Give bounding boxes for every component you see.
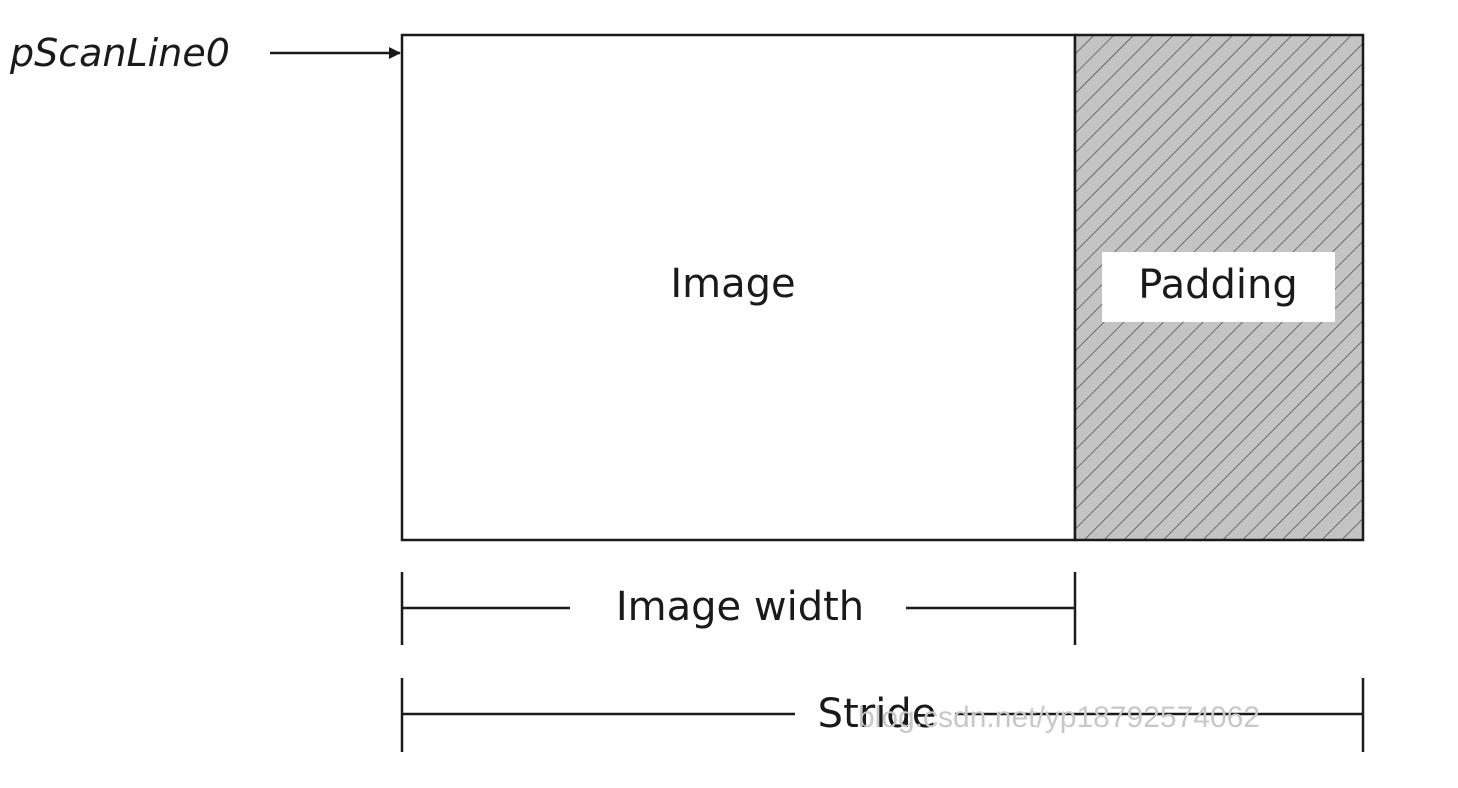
- padding-label: Padding: [1138, 262, 1297, 308]
- image-label: Image: [670, 261, 795, 307]
- pointer-label: pScanLine0: [9, 31, 230, 75]
- watermark: blog.csdn.net/yp18792574062: [858, 701, 1260, 734]
- stride-dimension: Stride: [400, 678, 1365, 752]
- stride-label: Stride: [818, 691, 937, 737]
- padding-label-box: [1102, 252, 1335, 322]
- image-region: [400, 33, 1077, 542]
- image-width-dimension: Image width: [400, 572, 1077, 645]
- image-width-label: Image width: [616, 584, 864, 630]
